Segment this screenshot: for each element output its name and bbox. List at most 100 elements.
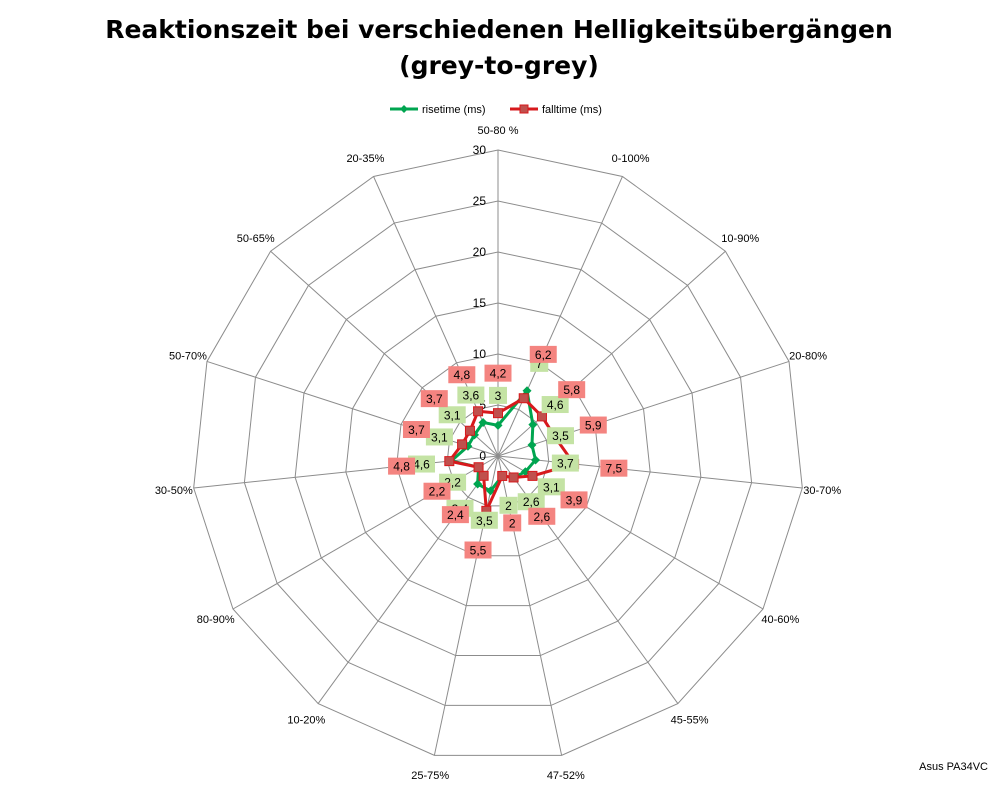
falltime-marker: [444, 456, 455, 467]
series-line-risetime: [449, 389, 538, 493]
grid-ring: [446, 404, 550, 507]
falltime-label-bg: [402, 421, 430, 439]
falltime-marker: [527, 470, 538, 481]
risetime-label-bg: [541, 396, 569, 414]
category-label: 20-80%: [789, 350, 827, 362]
falltime-label-bg: [560, 491, 588, 509]
risetime-data-label: 3,5: [552, 429, 569, 443]
falltime-data-label: 3,7: [408, 423, 425, 437]
falltime-label-bg: [464, 541, 492, 559]
grid-spoke: [497, 250, 726, 457]
risetime-data-label: 3,7: [557, 457, 574, 471]
category-label: 45-55%: [671, 715, 709, 727]
category-label: 20-35%: [346, 153, 384, 165]
falltime-marker: [518, 393, 529, 404]
grid-spoke: [497, 455, 803, 489]
category-label: 30-70%: [803, 485, 841, 497]
falltime-label-bg: [441, 506, 469, 524]
radial-tick-label: 20: [473, 245, 487, 259]
credit-label: Asus PA34VC: [919, 761, 988, 773]
falltime-data-label: 2: [509, 516, 516, 530]
radial-tick-label: 15: [473, 296, 487, 310]
category-label: 80-90%: [197, 614, 235, 626]
risetime-marker: [528, 420, 538, 430]
data-labels: 374,63,53,73,12,623,53,42,24,63,13,13,64…: [388, 345, 628, 559]
falltime-marker: [508, 472, 519, 483]
falltime-marker: [457, 439, 468, 450]
legend-label-risetime: risetime (ms): [422, 104, 486, 116]
risetime-marker: [493, 420, 503, 430]
falltime-marker: [464, 425, 475, 436]
falltime-data-label: 2,6: [533, 510, 550, 524]
category-labels: 50-80 % 0-100% 10-90% 20-80% 30-70% 40-60% 45-…: [155, 125, 842, 782]
falltime-marker: [497, 470, 508, 481]
falltime-label-bg: [420, 390, 448, 408]
falltime-label-bg: [423, 482, 451, 500]
falltime-label-bg: [579, 416, 607, 434]
falltime-data-label: 5,9: [585, 419, 602, 433]
radial-ticks: 0 5 10 15 20 25 30: [473, 143, 487, 463]
risetime-data-label: 3: [495, 389, 502, 403]
risetime-data-label: 3,1: [543, 480, 560, 494]
risetime-label-bg: [457, 386, 485, 404]
risetime-data-label: 7: [536, 357, 543, 371]
risetime-data-label: 3,1: [431, 430, 448, 444]
risetime-data-label: 4,6: [547, 398, 564, 412]
falltime-data-label: 5,8: [563, 383, 580, 397]
falltime-data-label: 7,5: [606, 462, 623, 476]
grid-spoke: [497, 455, 679, 704]
risetime-data-label: 2: [505, 499, 512, 513]
radar-grid: [193, 149, 803, 756]
falltime-marker: [536, 411, 547, 422]
risetime-label-bg: [546, 427, 574, 445]
grid-ring: [396, 353, 600, 557]
falltime-label-bg: [484, 364, 512, 382]
legend-label-falltime: falltime (ms): [542, 104, 602, 116]
radial-tick-label: 5: [479, 398, 486, 412]
risetime-label-bg: [489, 386, 507, 404]
grid-spoke: [270, 250, 499, 457]
grid-ring: [193, 149, 803, 756]
risetime-label-bg: [425, 428, 453, 446]
risetime-data-label: 3,5: [476, 514, 493, 528]
radial-tick-label: 30: [473, 143, 487, 157]
falltime-data-label: 5,5: [470, 544, 487, 558]
risetime-data-label: 2,6: [523, 495, 540, 509]
risetime-label-bg: [551, 454, 579, 472]
falltime-data-label: 4,8: [393, 460, 410, 474]
falltime-label-bg: [529, 345, 557, 363]
risetime-marker: [478, 417, 488, 427]
legend: risetime (ms) falltime (ms): [390, 104, 602, 116]
grid-ring: [294, 251, 702, 657]
falltime-marker: [493, 408, 503, 419]
category-label: 30-50%: [155, 485, 193, 497]
falltime-marker: [473, 406, 484, 417]
falltime-data-label: 6,2: [535, 348, 552, 362]
chart-title: Reaktionszeit bei verschiedenen Helligke…: [0, 12, 998, 84]
risetime-marker: [527, 440, 537, 450]
falltime-data-label: 3,7: [426, 392, 443, 406]
grid-ring: [345, 302, 651, 607]
risetime-label-bg: [517, 493, 545, 511]
risetime-label-bg: [438, 406, 466, 424]
category-label: 50-65%: [237, 233, 275, 245]
radial-tick-label: 10: [473, 347, 487, 361]
falltime-marker: [478, 470, 489, 481]
risetime-marker: [473, 479, 483, 489]
category-label: 47-52%: [547, 770, 585, 782]
risetime-data-label: 4,6: [413, 458, 430, 472]
legend-marker-risetime: [400, 105, 408, 113]
falltime-label-bg: [388, 457, 416, 475]
falltime-data-label: 3,9: [566, 493, 583, 507]
category-label: 25-75%: [411, 770, 449, 782]
radial-tick-label: 0: [479, 449, 486, 463]
risetime-data-label: 3,1: [444, 408, 461, 422]
falltime-label-bg: [528, 507, 556, 525]
falltime-data-label: 2,2: [429, 485, 446, 499]
category-label: 0-100%: [612, 153, 650, 165]
falltime-label-bg: [558, 381, 586, 399]
grid-spoke: [497, 360, 790, 457]
falltime-data-label: 4,2: [490, 367, 507, 381]
grid-spoke: [497, 455, 764, 610]
